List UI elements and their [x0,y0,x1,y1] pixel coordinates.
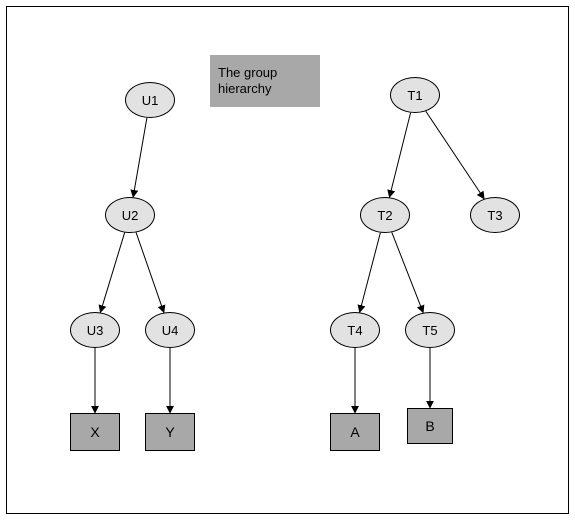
title-box: The group hierarchy [210,55,320,107]
diagram-canvas: The group hierarchy U1 U2 U3 U4 XY T1 T2 T3 T4 T5… [0,0,575,520]
node-t1: T1 [390,77,440,113]
node-y: Y [145,413,195,451]
node-t4: T4 [330,312,380,348]
node-t2: T2 [360,197,410,233]
node-t3: T3 [470,197,520,233]
node-a: A [330,413,380,451]
title-text: The group hierarchy [218,65,320,96]
node-u3: U3 [70,312,120,348]
node-u4: U4 [145,312,195,348]
node-b: B [407,408,453,444]
node-u1: U1 [125,82,175,118]
node-x: X [70,413,120,451]
node-t5: T5 [405,312,455,348]
node-u2: U2 [105,197,155,233]
